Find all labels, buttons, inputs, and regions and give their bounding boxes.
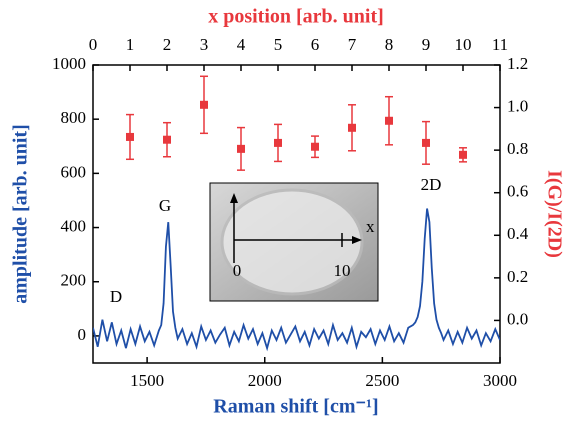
bottom-axis-title: Raman shift [cm⁻¹]	[213, 396, 378, 418]
x-tick-label: 2500	[365, 371, 399, 390]
y-tick-label: 0.2	[507, 267, 528, 286]
y-tick-label: 1.0	[507, 96, 528, 115]
point	[274, 138, 282, 147]
point	[459, 150, 467, 159]
y-tick-label: 600	[61, 162, 87, 181]
x-tick-label: 11	[492, 35, 508, 54]
point	[422, 138, 430, 147]
inset-end: 10	[334, 261, 351, 280]
x-tick-label: 7	[348, 35, 357, 54]
y-tick-label: 400	[61, 216, 87, 235]
y-tick-label: 0.6	[507, 182, 528, 201]
peak-label: D	[110, 287, 122, 306]
x-tick-label: 2000	[248, 371, 282, 390]
x-tick-label: 1500	[130, 371, 164, 390]
y-tick-label: 1000	[52, 54, 86, 73]
y-tick-label: 0.8	[507, 139, 528, 158]
x-tick-label: 3	[200, 35, 209, 54]
inset-start: 0	[233, 261, 242, 280]
y-tick-label: 800	[61, 108, 87, 127]
peak-label: G	[159, 196, 171, 215]
inset-axis-label: x	[366, 217, 375, 236]
peak-label: 2D	[421, 175, 442, 194]
point	[163, 135, 171, 144]
point	[385, 116, 393, 125]
top-axis-title: x position [arb. unit]	[208, 6, 384, 28]
x-tick-label: 6	[311, 35, 320, 54]
x-tick-label: 5	[274, 35, 283, 54]
x-tick-label: 10	[455, 35, 472, 54]
x-tick-label: 9	[422, 35, 431, 54]
x-tick-label: 8	[385, 35, 394, 54]
arrow-head	[352, 236, 362, 244]
y-tick-label: 200	[61, 271, 87, 290]
right-axis-title: I(G)/I(2D)	[543, 170, 565, 258]
point	[237, 144, 245, 153]
point	[311, 142, 319, 151]
point	[348, 123, 356, 132]
plot-frame	[92, 64, 501, 364]
disk	[220, 188, 364, 296]
spectrum-line	[93, 208, 500, 352]
x-tick-label: 0	[89, 35, 98, 54]
x-tick-label: 3000	[483, 371, 517, 390]
point	[200, 100, 208, 109]
x-tick-label: 1	[126, 35, 135, 54]
x-tick-label: 2	[163, 35, 172, 54]
point	[126, 132, 134, 141]
y-tick-label: 0	[78, 325, 87, 344]
arrow-head	[230, 193, 238, 203]
y-tick-label: 0.4	[507, 224, 529, 243]
y-tick-label: 1.2	[507, 54, 528, 73]
y-tick-label: 0.0	[507, 309, 528, 328]
x-tick-label: 4	[237, 35, 246, 54]
left-axis-title: amplitude [arb. unit]	[10, 124, 32, 303]
inset-photo: x 0 10	[209, 182, 379, 302]
